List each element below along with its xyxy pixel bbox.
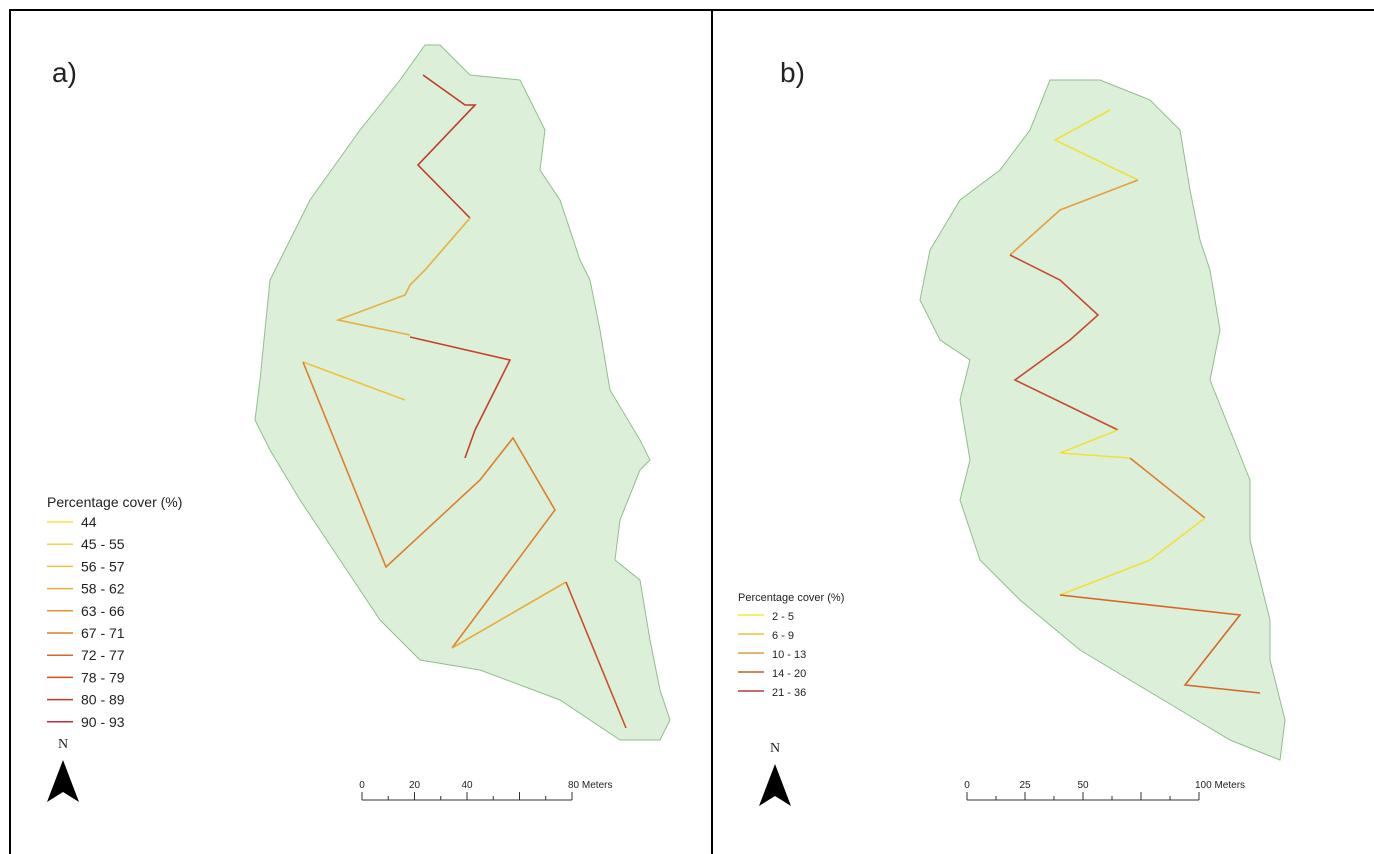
transect — [302, 74, 627, 729]
scale-label: 40 — [461, 780, 473, 791]
north-label: N — [58, 737, 68, 752]
transect — [1009, 109, 1261, 694]
north-arrow — [759, 764, 791, 806]
scale-label: 20 — [409, 780, 421, 791]
scale-label: 0 — [964, 780, 970, 791]
scale-label: 80 Meters — [568, 780, 612, 791]
legend-label: 72 - 77 — [81, 647, 125, 663]
scale-label: 0 — [359, 780, 365, 791]
legend-label: 56 - 57 — [81, 558, 125, 574]
legend-title: Percentage cover (%) — [47, 494, 182, 510]
north-label: N — [770, 741, 780, 756]
legend-label: 21 - 36 — [772, 687, 806, 699]
scale-label: 25 — [1019, 780, 1031, 791]
panel-frame — [711, 9, 1374, 854]
legend-label: 80 - 89 — [81, 692, 125, 708]
scale-label: 100 Meters — [1195, 780, 1245, 791]
site-boundary — [919, 79, 1286, 761]
legend-label: 78 - 79 — [81, 669, 125, 685]
legend-label: 67 - 71 — [81, 625, 125, 641]
north-arrow — [47, 760, 79, 802]
legend-label: 2 - 5 — [772, 611, 794, 623]
legend-label: 44 — [81, 514, 97, 530]
site-boundary — [254, 44, 671, 741]
panel-label: b) — [780, 57, 805, 88]
legend-label: 58 - 62 — [81, 581, 125, 597]
legend-label: 10 - 13 — [772, 649, 806, 661]
legend-label: 14 - 20 — [772, 668, 806, 680]
legend-label: 63 - 66 — [81, 603, 125, 619]
legend-title: Percentage cover (%) — [738, 592, 844, 604]
panel-label: a) — [52, 57, 77, 88]
legend-label: 6 - 9 — [772, 630, 794, 642]
legend-label: 45 - 55 — [81, 536, 125, 552]
legend-label: 90 - 93 — [81, 714, 125, 730]
scale-label: 50 — [1077, 780, 1089, 791]
